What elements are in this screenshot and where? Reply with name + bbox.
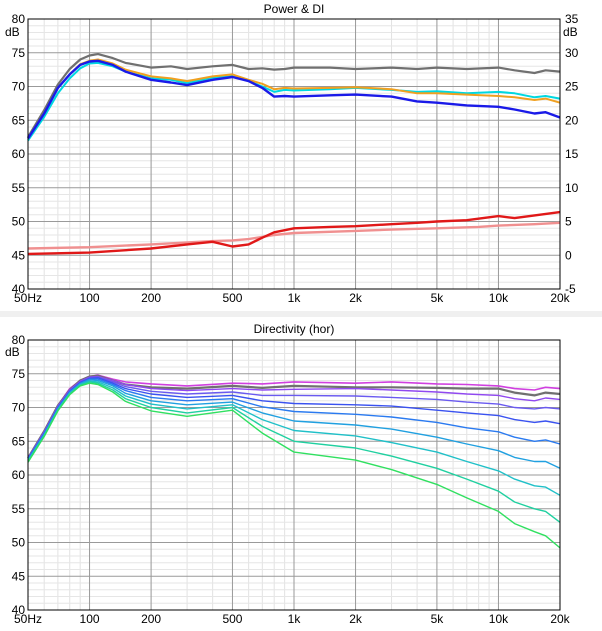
chart2-x-tick-label: 200 xyxy=(141,612,161,626)
chart2-x-tick-label: 50Hz xyxy=(14,612,42,626)
chart1-title: Power & DI xyxy=(264,2,325,16)
chart2-x-tick-label: 500 xyxy=(222,612,242,626)
chart2-x-tick-label: 100 xyxy=(80,612,100,626)
chart1-frame xyxy=(27,18,561,290)
chart1-y-tick-label: 50 xyxy=(12,215,26,229)
chart1-series-line-5 xyxy=(27,221,561,250)
chart2-x-tick-label: 20k xyxy=(550,612,570,626)
chart2-y-tick-label: 45 xyxy=(12,569,26,583)
chart1-y-tick-label: 45 xyxy=(12,248,26,262)
chart1-y2-unit: dB xyxy=(563,25,578,39)
chart2-y-tick-label: 40 xyxy=(12,603,26,617)
chart2-series-line-10 xyxy=(27,382,561,549)
chart2-y-tick-label: 65 xyxy=(12,434,26,448)
chart1-x-tick-label: 1k xyxy=(288,291,302,305)
chart1-y-unit: dB xyxy=(5,25,20,39)
chart1-y-tick-label: 40 xyxy=(12,282,26,296)
chart1-series-line-6 xyxy=(27,210,561,256)
chart1-y2-tick-label: 30 xyxy=(565,46,579,60)
chart2-plot: 40 45 50 55 60 65 70 75 80 50Hz 100 200 500 1k 2k 5k 10k… xyxy=(12,333,571,626)
chart1-y-tick-label: 65 xyxy=(12,113,26,127)
chart2-x-tick-label: 1k xyxy=(288,612,302,626)
chart1-x-tick-label: 100 xyxy=(80,291,100,305)
chart2-title: Directivity (hor) xyxy=(254,322,335,336)
chart2-x-tick-label: 2k xyxy=(349,612,363,626)
chart1-y2-tick-label: 15 xyxy=(565,147,579,161)
chart1-x-tick-label: 200 xyxy=(141,291,161,305)
chart2-frame xyxy=(27,339,561,611)
chart1-x-tick-label: 20k xyxy=(550,291,570,305)
chart1-y-tick-label: 60 xyxy=(12,147,26,161)
chart1-y2-tick-label: 20 xyxy=(565,113,579,127)
chart2-y-tick-label: 80 xyxy=(12,333,26,347)
chart1-series-line-4 xyxy=(26,59,561,140)
chart2-x-tick-label: 10k xyxy=(489,612,509,626)
chart1-x-tick-label: 50Hz xyxy=(14,291,42,305)
chart1-y-tick-label: 80 xyxy=(12,12,26,26)
chart2-y-tick-label: 75 xyxy=(12,367,26,381)
chart1-series-line-1 xyxy=(27,53,561,138)
chart2-y-tick-label: 50 xyxy=(12,536,26,550)
chart1-y2-tick-label: 10 xyxy=(565,181,579,195)
chart1-x-tick-label: 2k xyxy=(349,291,363,305)
chart1-y2-tick-label: 35 xyxy=(565,12,579,26)
chart2-y-tick-label: 70 xyxy=(12,401,26,415)
chart1-y2-tick-label: 25 xyxy=(565,80,579,94)
chart1-y2-tick-label: 0 xyxy=(565,248,572,262)
chart1-y-tick-label: 55 xyxy=(12,181,26,195)
chart1-x-tick-label: 500 xyxy=(222,291,242,305)
chart1-y-tick-label: 75 xyxy=(12,46,26,60)
chart1-y2-tick-label: 5 xyxy=(565,215,572,229)
chart1-y-tick-label: 70 xyxy=(12,80,26,94)
chart1-x-tick-label: 10k xyxy=(489,291,509,305)
chart2-x-tick-label: 5k xyxy=(431,612,445,626)
chart1-y2-tick-label: -5 xyxy=(565,282,576,296)
chart2-y-unit: dB xyxy=(5,345,20,359)
chart2-y-tick-label: 55 xyxy=(12,502,26,516)
chart2-y-tick-label: 60 xyxy=(12,468,26,482)
chart1-x-tick-label: 5k xyxy=(431,291,445,305)
